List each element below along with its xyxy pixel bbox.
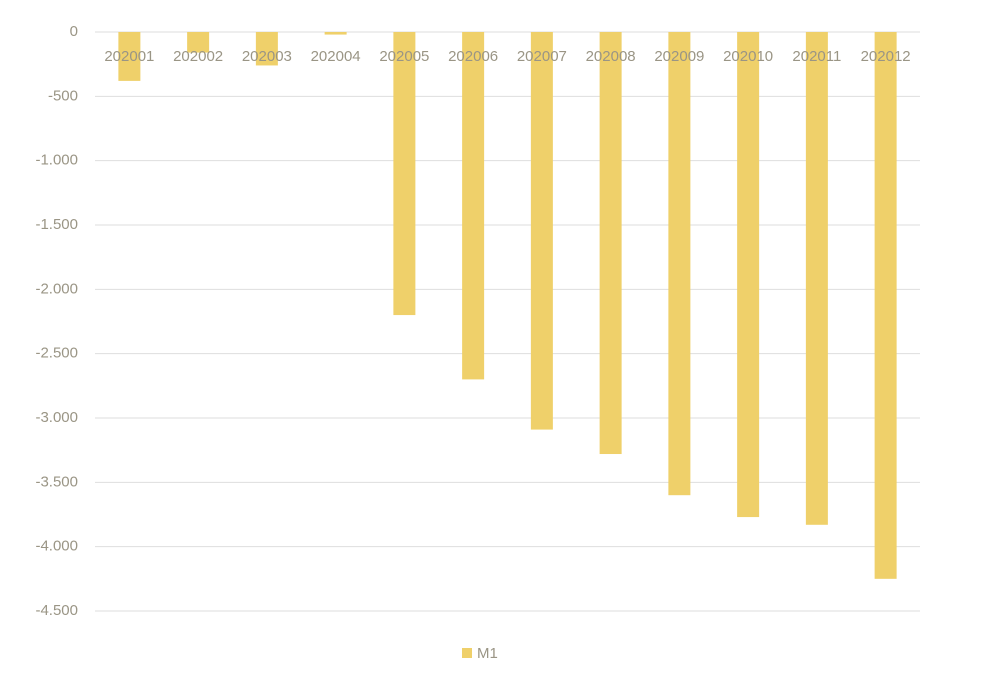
- bar: [324, 32, 347, 35]
- y-tick-label: -3.000: [35, 409, 78, 426]
- bar: [805, 32, 828, 525]
- y-tick-label: 0: [70, 23, 78, 40]
- x-tick-label: 202011: [792, 48, 841, 65]
- x-tick-label: 202006: [448, 48, 498, 65]
- x-tick-label: 202005: [379, 48, 429, 65]
- bar: [599, 32, 622, 455]
- x-tick-label: 202010: [723, 48, 773, 65]
- bar: [187, 32, 210, 53]
- x-tick-label: 202012: [861, 48, 911, 65]
- y-tick-label: -1.500: [35, 216, 78, 233]
- x-tick-label: 202001: [104, 48, 154, 65]
- bar: [393, 32, 416, 316]
- x-tick-label: 202009: [654, 48, 704, 65]
- bar: [737, 32, 760, 518]
- y-tick-label: -2.500: [35, 345, 78, 362]
- x-tick-label: 202002: [173, 48, 223, 65]
- x-tick-label: 202008: [586, 48, 636, 65]
- bar: [530, 32, 553, 430]
- bar: [668, 32, 691, 496]
- y-tick-label: -1.000: [35, 152, 78, 169]
- y-tick-label: -4.000: [35, 538, 78, 555]
- bar: [874, 32, 897, 579]
- y-tick-label: -2.000: [35, 280, 78, 297]
- y-tick-label: -4.500: [35, 602, 78, 619]
- y-tick-label: -3.500: [35, 473, 78, 490]
- x-tick-label: 202004: [311, 48, 361, 65]
- x-tick-label: 202003: [242, 48, 292, 65]
- bar: [118, 32, 141, 81]
- y-tick-label: -500: [48, 87, 78, 104]
- legend-swatch: [462, 648, 472, 658]
- bar: [255, 32, 278, 66]
- legend-label: M1: [477, 645, 498, 662]
- bar: [462, 32, 485, 380]
- x-tick-label: 202007: [517, 48, 567, 65]
